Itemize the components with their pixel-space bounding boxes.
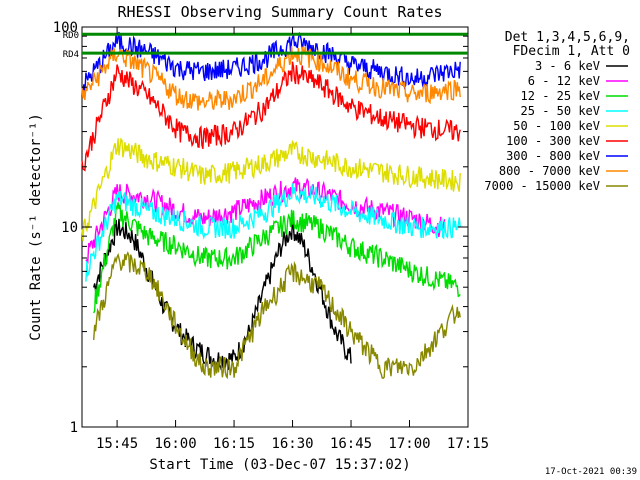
legend-header-1: FDecim 1, Att 0 [513,44,630,59]
timestamp: 17-Oct-2021 00:39 [545,467,637,477]
x-tick-label-6: 17:15 [447,436,489,452]
x-axis-label: Start Time (03-Dec-07 15:37:02) [149,457,410,473]
series-line-2 [93,202,461,314]
legend-label-1: 6 - 12 keV [528,74,600,88]
x-tick-label-2: 16:15 [213,436,255,452]
x-tick-label-5: 17:00 [388,436,430,452]
legend-header-0: Det 1,3,4,5,6,9, [505,30,630,45]
series-line-5 [81,61,461,172]
x-tick-label-3: 16:30 [271,436,313,452]
legend-label-3: 25 - 50 keV [521,104,600,118]
reference-lines: RD0 RD4 [63,31,468,60]
legend: Det 1,3,4,5,6,9,FDecim 1, Att 03 - 6 keV… [484,30,630,193]
legend-label-4: 50 - 100 keV [513,119,600,133]
chart-title: RHESSI Observing Summary Count Rates [117,3,442,21]
reference-label-0: RD0 [63,31,79,41]
axis-ticks: 15:45 16:00 16:15 16:30 16:45 17:00 17:15 1 10 10… [53,20,489,452]
x-tick-label-0: 15:45 [96,436,138,452]
legend-label-7: 800 - 7000 keV [499,164,600,178]
x-tick-label-4: 16:45 [330,436,372,452]
y-tick-label-2: 100 [53,20,78,36]
series-line-7 [81,46,461,111]
series-line-6 [81,31,461,97]
y-tick-label-1: 10 [61,220,78,236]
series-line-4 [81,137,461,242]
legend-label-5: 100 - 300 keV [506,134,600,148]
series-line-0 [93,217,352,371]
legend-label-6: 300 - 800 keV [506,149,600,163]
y-tick-label-0: 1 [70,420,78,436]
legend-label-8: 7000 - 15000 keV [484,179,600,193]
x-tick-label-1: 16:00 [154,436,196,452]
reference-label-1: RD4 [63,50,79,60]
legend-label-0: 3 - 6 keV [535,59,600,73]
series-line-8 [93,250,461,380]
y-axis-label: Count Rate (s⁻¹ detector⁻¹) [28,113,44,341]
legend-label-2: 12 - 25 keV [521,89,600,103]
series-line-3 [85,183,461,282]
series-layer [81,31,461,380]
series-line-1 [85,177,446,265]
